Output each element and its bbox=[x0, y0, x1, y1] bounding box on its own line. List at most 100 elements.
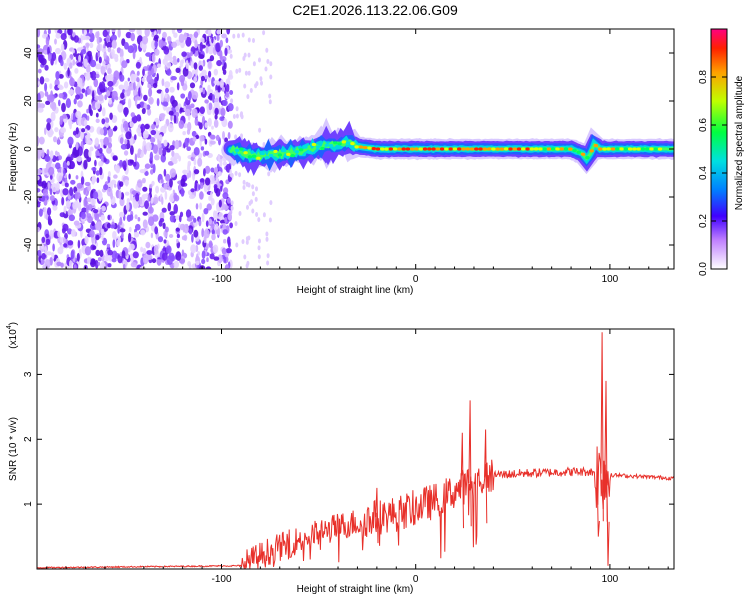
noise-dot bbox=[46, 118, 52, 124]
noise-dot bbox=[164, 81, 171, 89]
noise-dot bbox=[230, 205, 234, 211]
noise-dot bbox=[133, 231, 140, 238]
noise-dot bbox=[150, 129, 157, 136]
noise-dot bbox=[247, 37, 251, 43]
noise-dot bbox=[217, 86, 221, 93]
noise-dot bbox=[211, 36, 214, 44]
noise-dot bbox=[174, 139, 180, 150]
noise-dot bbox=[171, 99, 178, 108]
signal-peak bbox=[243, 151, 248, 155]
noise-dot bbox=[58, 155, 62, 161]
noise-dot bbox=[91, 221, 95, 227]
noise-dot bbox=[164, 123, 168, 130]
signal-peak bbox=[350, 142, 355, 146]
noise-dot bbox=[242, 179, 246, 185]
noise-dot bbox=[173, 260, 180, 269]
x-tick-label: 100 bbox=[602, 274, 619, 285]
noise-dot bbox=[229, 222, 234, 229]
noise-dot bbox=[242, 185, 246, 190]
noise-dot bbox=[154, 34, 159, 40]
noise-dot bbox=[208, 218, 212, 225]
noise-dot bbox=[225, 37, 229, 44]
signal-peak bbox=[499, 147, 505, 151]
noise-dot bbox=[201, 212, 205, 223]
signal-peak bbox=[234, 148, 240, 152]
noise-dot bbox=[138, 87, 141, 97]
noise-dot bbox=[76, 252, 80, 262]
noise-dot bbox=[211, 125, 214, 130]
signal-peak bbox=[521, 147, 526, 151]
signal-peak bbox=[328, 144, 334, 148]
noise-dot bbox=[61, 196, 65, 206]
noise-dot bbox=[218, 212, 224, 221]
noise-dot bbox=[207, 61, 212, 69]
noise-dot bbox=[226, 29, 231, 35]
noise-dot bbox=[132, 251, 139, 259]
noise-dot bbox=[176, 233, 180, 239]
noise-dot bbox=[52, 205, 58, 211]
noise-dot bbox=[37, 80, 41, 87]
noise-dot bbox=[161, 78, 165, 87]
noise-dot bbox=[216, 34, 220, 42]
noise-dot bbox=[166, 36, 172, 42]
noise-dot bbox=[207, 29, 212, 37]
noise-dot bbox=[85, 42, 90, 47]
noise-dot bbox=[204, 150, 210, 156]
noise-dot bbox=[264, 66, 268, 72]
noise-dot bbox=[44, 245, 47, 256]
noise-dot bbox=[49, 174, 53, 180]
noise-dot bbox=[57, 246, 64, 255]
noise-dot bbox=[133, 81, 136, 91]
noise-dot bbox=[230, 200, 234, 206]
noise-dot bbox=[189, 82, 196, 89]
noise-dot bbox=[105, 35, 111, 43]
noise-dot bbox=[268, 217, 272, 223]
noise-dot bbox=[208, 102, 213, 111]
noise-dot bbox=[189, 194, 195, 199]
noise-dot bbox=[119, 74, 125, 82]
noise-dot bbox=[59, 212, 66, 218]
noise-dot bbox=[98, 83, 104, 90]
noise-dot bbox=[246, 94, 250, 100]
noise-dot bbox=[80, 49, 87, 55]
noise-dot bbox=[37, 136, 40, 146]
noise-dot bbox=[206, 203, 212, 211]
snr-spike bbox=[606, 474, 610, 566]
noise-dot bbox=[183, 105, 186, 111]
noise-dot bbox=[211, 233, 216, 241]
noise-dot bbox=[117, 29, 121, 38]
noise-dot bbox=[248, 200, 252, 206]
noise-dot bbox=[198, 218, 202, 227]
noise-dot bbox=[55, 71, 60, 80]
noise-dot bbox=[163, 239, 167, 244]
noise-dot bbox=[166, 255, 173, 266]
noise-dot bbox=[243, 83, 247, 89]
snr-spike bbox=[375, 487, 379, 544]
signal-peak bbox=[495, 147, 500, 151]
noise-dot bbox=[153, 144, 158, 154]
noise-dot bbox=[90, 59, 97, 68]
noise-dot bbox=[227, 132, 231, 140]
noise-dot bbox=[163, 46, 170, 55]
snr-spike bbox=[460, 432, 464, 529]
signal-peak bbox=[286, 152, 291, 156]
noise-dot bbox=[238, 172, 242, 178]
signal-peak bbox=[555, 147, 560, 151]
noise-dot bbox=[124, 138, 128, 145]
noise-dot bbox=[88, 32, 95, 43]
noise-dot bbox=[143, 94, 148, 102]
noise-dot bbox=[130, 112, 135, 118]
signal-peak bbox=[585, 156, 590, 160]
x-tick-label: -100 bbox=[211, 574, 231, 585]
noise-dot bbox=[221, 86, 226, 92]
noise-dot bbox=[213, 68, 218, 76]
noise-dot bbox=[152, 163, 156, 174]
noise-dot bbox=[118, 190, 122, 200]
noise-dot bbox=[198, 65, 203, 71]
noise-dot bbox=[129, 137, 134, 147]
noise-dot bbox=[122, 264, 126, 269]
noise-dot bbox=[136, 103, 141, 109]
noise-dot bbox=[72, 49, 75, 54]
signal-peak bbox=[482, 147, 487, 151]
noise-dot bbox=[130, 73, 136, 83]
